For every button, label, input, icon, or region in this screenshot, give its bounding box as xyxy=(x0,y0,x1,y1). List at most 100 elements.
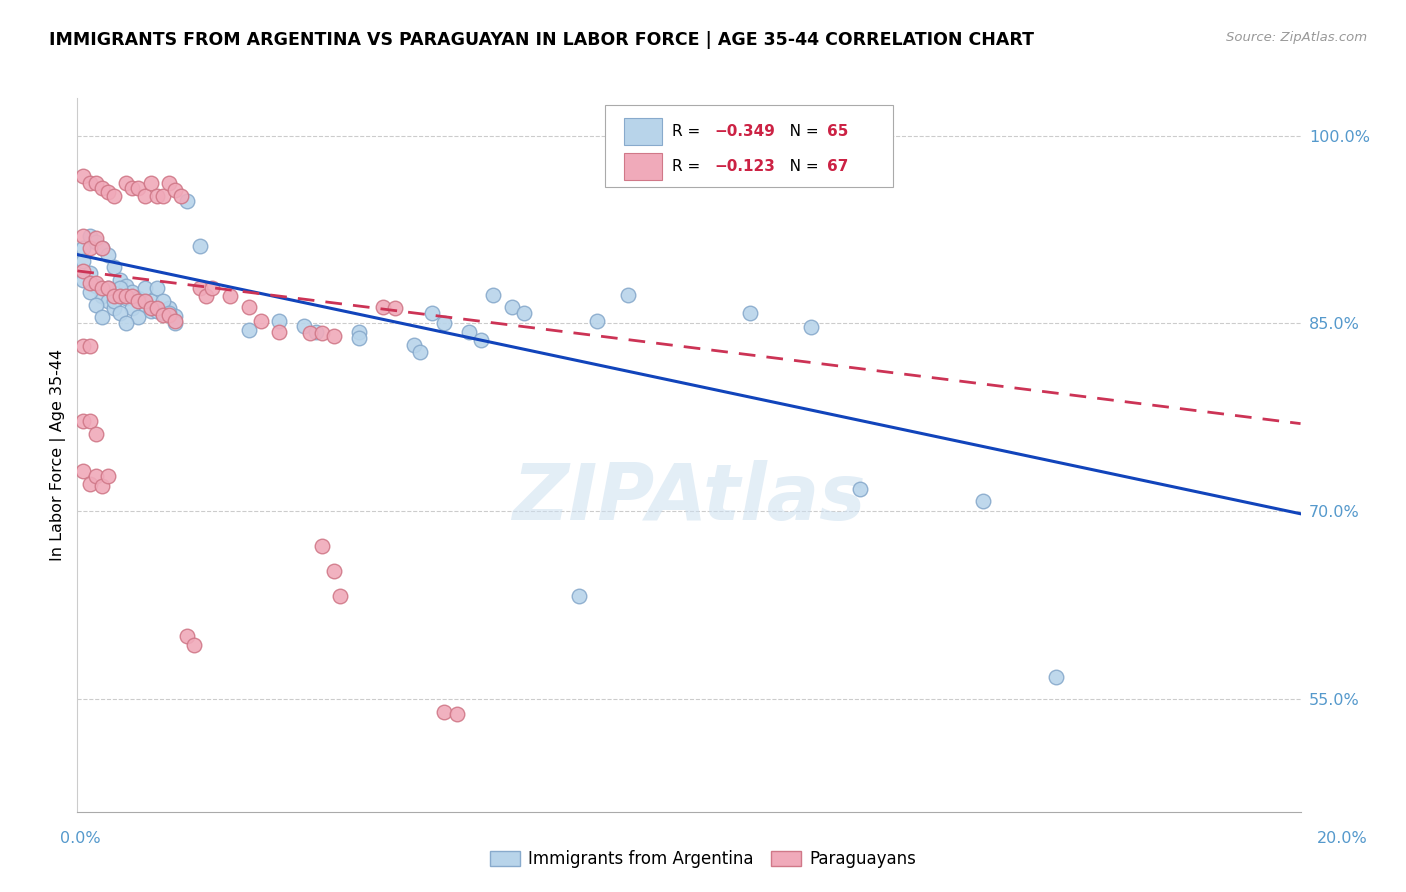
Point xyxy=(250,314,273,328)
Point xyxy=(152,308,174,322)
Point xyxy=(72,264,94,278)
Point xyxy=(183,638,205,652)
Point xyxy=(311,326,333,341)
Point xyxy=(152,293,174,308)
Point xyxy=(72,228,94,243)
Point xyxy=(269,325,291,339)
Point xyxy=(72,464,94,478)
Point xyxy=(84,426,107,441)
Point xyxy=(457,325,479,339)
Point xyxy=(108,289,131,303)
Point xyxy=(371,300,394,314)
Point xyxy=(97,185,120,199)
Point xyxy=(238,300,260,314)
Point xyxy=(311,539,333,553)
Point xyxy=(157,301,180,316)
Point xyxy=(139,301,162,316)
Point xyxy=(134,293,156,308)
Point xyxy=(152,188,174,202)
Point xyxy=(347,325,370,339)
Text: IMMIGRANTS FROM ARGENTINA VS PARAGUAYAN IN LABOR FORCE | AGE 35-44 CORRELATION C: IMMIGRANTS FROM ARGENTINA VS PARAGUAYAN … xyxy=(49,31,1035,49)
Point xyxy=(146,281,169,295)
Point xyxy=(188,239,211,253)
Point xyxy=(269,314,291,328)
Point xyxy=(97,281,120,295)
Point xyxy=(121,301,143,316)
Point xyxy=(115,289,138,303)
Point xyxy=(433,317,456,331)
Point xyxy=(165,309,187,323)
Text: 20.0%: 20.0% xyxy=(1317,831,1368,846)
Point xyxy=(501,300,523,314)
Point xyxy=(128,292,150,306)
Text: ZIPAtlas: ZIPAtlas xyxy=(512,459,866,536)
Point xyxy=(90,241,112,255)
Point xyxy=(79,277,101,291)
Point xyxy=(72,241,94,255)
Point xyxy=(79,414,101,428)
Point xyxy=(139,304,162,318)
Point xyxy=(90,281,112,295)
Point xyxy=(84,176,107,190)
Text: N =: N = xyxy=(775,160,823,174)
Point xyxy=(115,279,138,293)
Point xyxy=(128,181,150,195)
Point xyxy=(165,314,187,328)
Point xyxy=(121,181,143,195)
Point xyxy=(97,469,120,483)
Point xyxy=(586,314,609,328)
Point xyxy=(238,323,260,337)
Point xyxy=(568,590,591,604)
Text: 67: 67 xyxy=(827,160,848,174)
Point xyxy=(72,253,94,268)
Point xyxy=(79,241,101,255)
Point xyxy=(121,289,143,303)
Point xyxy=(157,308,180,322)
Point xyxy=(128,293,150,308)
Point xyxy=(446,707,468,722)
Point xyxy=(305,325,328,339)
Point xyxy=(121,285,143,300)
Point xyxy=(170,188,193,202)
Point xyxy=(409,345,432,359)
Point xyxy=(90,289,112,303)
Point xyxy=(188,281,211,295)
Point xyxy=(128,310,150,325)
Point xyxy=(176,194,198,208)
Point xyxy=(115,176,138,190)
Point xyxy=(323,329,346,343)
Point xyxy=(165,317,187,331)
Point xyxy=(617,287,640,301)
Point xyxy=(79,176,101,190)
Legend: Immigrants from Argentina, Paraguayans: Immigrants from Argentina, Paraguayans xyxy=(484,844,922,875)
Point xyxy=(146,304,169,318)
Point xyxy=(470,333,492,347)
Point xyxy=(292,318,315,333)
Point xyxy=(115,292,138,306)
Point xyxy=(134,188,156,202)
Point xyxy=(402,337,425,351)
Point xyxy=(72,339,94,353)
Point xyxy=(84,277,107,291)
Point xyxy=(72,273,94,287)
Point xyxy=(972,494,994,508)
Point xyxy=(97,247,120,261)
Point xyxy=(84,235,107,249)
Point xyxy=(103,188,125,202)
Point xyxy=(97,281,120,295)
Point xyxy=(103,301,125,316)
Point xyxy=(420,306,443,320)
Point xyxy=(323,565,346,579)
Point xyxy=(79,285,101,300)
Point xyxy=(176,630,198,644)
Point xyxy=(482,287,505,301)
Point xyxy=(90,310,112,325)
Text: −0.349: −0.349 xyxy=(714,124,775,139)
Point xyxy=(800,320,823,334)
Text: Source: ZipAtlas.com: Source: ZipAtlas.com xyxy=(1226,31,1367,45)
Point xyxy=(90,479,112,493)
Point xyxy=(740,306,762,320)
Point xyxy=(115,317,138,331)
Point xyxy=(90,241,112,255)
Text: R =: R = xyxy=(672,124,706,139)
